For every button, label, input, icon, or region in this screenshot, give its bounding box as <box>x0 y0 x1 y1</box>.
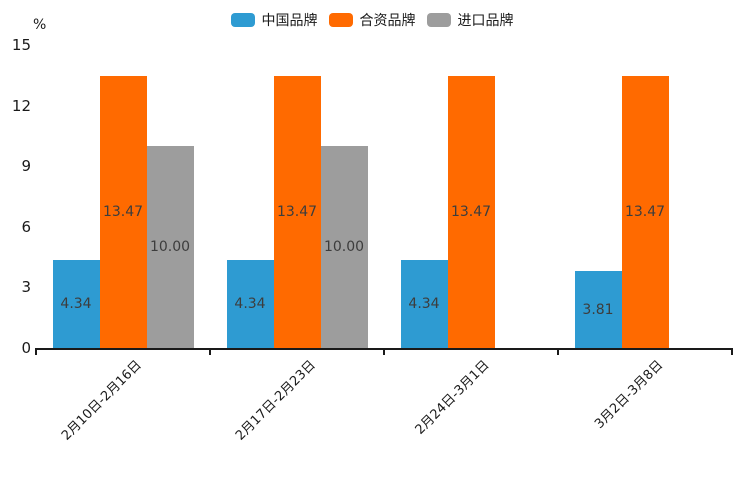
y-axis-tick-label: 12 <box>11 96 31 115</box>
bar-china-brand: 4.34 <box>226 260 274 348</box>
bar-value-label: 13.47 <box>624 203 666 220</box>
bar-value-label: 4.34 <box>60 296 92 313</box>
y-axis-tick-label: 3 <box>21 278 31 297</box>
y-axis-tick-label: 9 <box>21 157 31 176</box>
legend: 中国品牌 合资品牌 进口品牌 <box>0 10 744 30</box>
legend-label: 合资品牌 <box>359 13 416 29</box>
bar-value-label: 4.34 <box>234 296 266 313</box>
x-axis-tick-mark <box>209 348 211 355</box>
bar-value-label: 3.81 <box>582 301 614 318</box>
bar-china-brand: 3.81 <box>574 271 622 348</box>
bar-joint-venture-brand: 13.47 <box>447 75 495 348</box>
bar-value-label: 13.47 <box>102 203 144 220</box>
legend-item-joint-venture-brand[interactable]: 合资品牌 <box>328 10 416 30</box>
bar-joint-venture-brand: 13.47 <box>621 75 669 348</box>
bar-value-label: 13.47 <box>450 203 492 220</box>
x-axis-tick-mark <box>383 348 385 355</box>
bar-value-label: 4.34 <box>408 296 440 313</box>
x-category-label: 3月2日-3月8日 <box>592 357 667 432</box>
x-axis-tick-mark <box>35 348 37 355</box>
legend-swatch-icon <box>230 13 255 27</box>
y-axis-tick-label: 0 <box>21 339 31 357</box>
legend-item-import-brand[interactable]: 进口品牌 <box>426 10 514 30</box>
legend-label: 中国品牌 <box>261 13 318 29</box>
bar-joint-venture-brand: 13.47 <box>273 75 321 348</box>
bar-china-brand: 4.34 <box>52 260 100 348</box>
y-axis-tick-label: 15 <box>11 36 31 54</box>
legend-swatch-icon <box>328 13 353 27</box>
bar-joint-venture-brand: 13.47 <box>99 75 147 348</box>
bar-value-label: 10.00 <box>149 239 191 255</box>
x-category-label: 2月10日-2月16日 <box>58 357 145 444</box>
bar-value-label: 10.00 <box>323 239 365 255</box>
x-axis-tick-mark <box>557 348 559 355</box>
legend-swatch-icon <box>426 13 451 27</box>
bar-china-brand: 4.34 <box>400 260 448 348</box>
y-axis-unit-label: % <box>33 17 47 33</box>
bar-value-label: 13.47 <box>276 203 318 220</box>
bar-import-brand: 10.00 <box>146 146 194 348</box>
y-axis-tick-label: 6 <box>21 217 31 236</box>
x-category-label: 2月17日-2月23日 <box>232 357 319 444</box>
legend-label: 进口品牌 <box>457 13 514 29</box>
legend-item-china-brand[interactable]: 中国品牌 <box>230 10 318 30</box>
x-axis-tick-mark <box>731 348 733 355</box>
x-category-label: 2月24日-3月1日 <box>412 357 493 438</box>
bar-import-brand: 10.00 <box>320 146 368 348</box>
